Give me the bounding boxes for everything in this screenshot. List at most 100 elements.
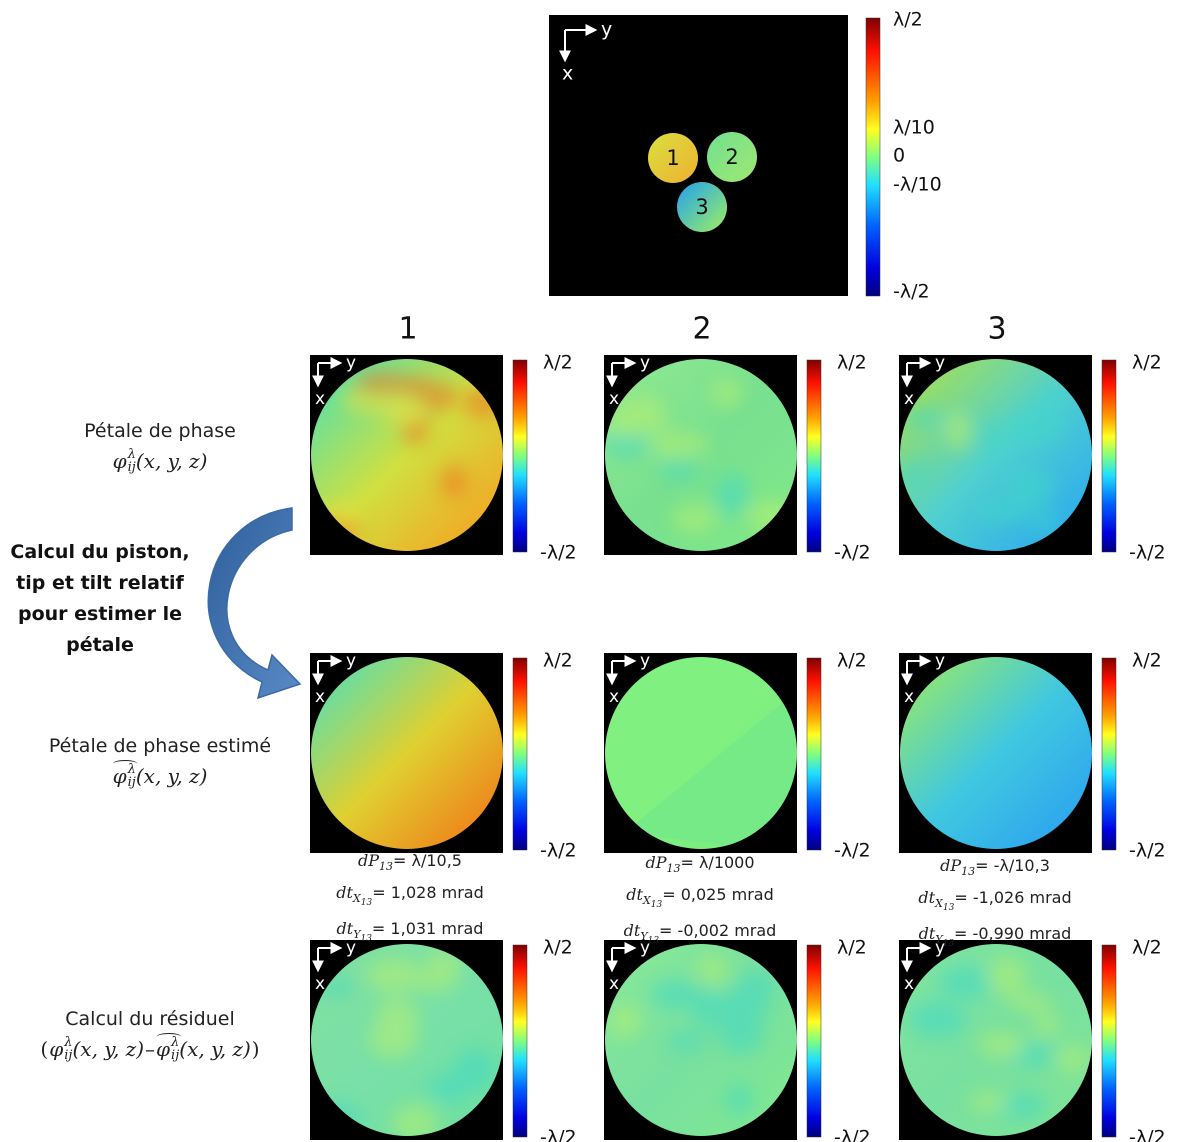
axis-label-x: x xyxy=(904,974,914,994)
formula-operator: ) xyxy=(251,1037,260,1061)
estimate-symbol: dt xyxy=(626,885,643,904)
column-header: 3 xyxy=(987,312,1006,347)
colorbar-label: -λ/2 xyxy=(1129,1127,1166,1142)
phase-blob xyxy=(427,1073,470,1103)
axis-label-y: y xyxy=(640,353,650,373)
petal xyxy=(707,132,757,182)
axis-label-x: x xyxy=(609,687,619,707)
estimate-line: dtX13= 1,028 mrad xyxy=(336,880,483,916)
formula-operator: – xyxy=(145,1037,155,1061)
phase-blob xyxy=(1032,1014,1060,1037)
phase-blob xyxy=(650,979,702,1010)
estimate-subscript: 13 xyxy=(961,865,976,878)
phase-blob xyxy=(671,503,717,533)
petal-label: 1 xyxy=(666,146,679,170)
formula-superscript: λ xyxy=(64,1035,73,1050)
estimate-subscript: X13 xyxy=(642,894,663,910)
process-text-line: tip et tilt relatif xyxy=(16,572,184,594)
colorbar-label: -λ/2 xyxy=(834,1127,871,1142)
phase-blob xyxy=(1054,1045,1091,1072)
formula-scripts: λ ij xyxy=(128,763,136,789)
formula-head: φ λ ij xyxy=(49,1036,72,1062)
formula-args: (x, y, z) xyxy=(72,1037,145,1061)
estimate-symbol: dt xyxy=(918,924,936,943)
phase-blob xyxy=(908,1000,966,1038)
axis-label-y: y xyxy=(601,19,612,41)
row-label: Pétale de phase xyxy=(84,420,236,442)
estimate-symbol: dt xyxy=(336,919,354,938)
colorbar xyxy=(512,944,528,1138)
estimate-line: dtX13= -1,026 mrad xyxy=(918,885,1071,921)
colorbar-label: -λ/10 xyxy=(893,174,942,196)
formula-term: φ λ ij (x, y, z) xyxy=(49,1036,144,1062)
phase-texture xyxy=(609,954,775,1116)
colorbar-label: λ/2 xyxy=(543,937,573,959)
formula-term: φ λ ij (x, y, z) xyxy=(156,1033,251,1063)
formula-args: (x, y, z) xyxy=(135,449,208,473)
colorbar-label: λ/2 xyxy=(837,352,867,374)
phase-disk xyxy=(900,657,1092,849)
phase-blob xyxy=(968,1092,1009,1112)
phase-blob xyxy=(366,958,423,993)
formula-term: φ λ ij (x, y, z) xyxy=(113,448,208,474)
phase-blob xyxy=(1007,409,1065,446)
axis-label-x: x xyxy=(904,687,914,707)
formula-subscript: ij xyxy=(127,460,136,475)
axis-label-x: x xyxy=(904,389,914,409)
formula-superscript: λ xyxy=(127,447,136,462)
colorbar xyxy=(512,657,528,851)
phase-blob xyxy=(726,1084,752,1116)
formula-args: (x, y, z) xyxy=(179,1037,251,1061)
colorbar-label: 0 xyxy=(893,145,905,167)
phase-blob xyxy=(900,462,928,490)
axis-label-x: x xyxy=(562,63,573,85)
phase-blob xyxy=(440,466,468,497)
colorbar-label: -λ/2 xyxy=(1129,840,1166,862)
estimate-symbol: dt xyxy=(918,888,936,907)
estimate-subscript: 13 xyxy=(666,862,681,875)
colorbar-label: λ/2 xyxy=(543,650,573,672)
estimate-subsubscript: 13 xyxy=(360,934,372,944)
estimate-subscript: X13 xyxy=(935,897,955,913)
phase-blob xyxy=(715,473,749,517)
estimate-value: = -0,002 mrad xyxy=(659,921,777,940)
colorbar-label: λ/10 xyxy=(893,117,935,139)
phase-blob xyxy=(975,501,1030,522)
estimate-block: dP13= λ/10,5 dtX13= 1,028 mrad dtY13= 1,03… xyxy=(336,848,483,952)
formula-head: φ λ ij xyxy=(156,1033,182,1063)
estimate-subsubscript: 13 xyxy=(360,898,373,908)
petal xyxy=(648,133,698,183)
estimate-line: dP13= -λ/10,3 xyxy=(918,853,1071,885)
estimate-line: dtY13= -0,002 mrad xyxy=(624,918,777,954)
colorbar-label: λ/2 xyxy=(893,9,923,31)
formula-args: (x, y, z) xyxy=(135,764,208,788)
estimate-value: = 0,025 mrad xyxy=(662,885,774,904)
estimate-symbol: dt xyxy=(336,883,353,902)
process-text-line: pour estimer le xyxy=(17,603,183,625)
estimate-value: = -1,026 mrad xyxy=(954,888,1072,907)
phase-blob xyxy=(409,970,458,992)
overview-image xyxy=(549,15,848,296)
process-text: Calcul du piston, tip et tilt relatif pour… xyxy=(10,537,189,661)
phase-blob xyxy=(379,396,426,424)
colorbar-label: -λ/2 xyxy=(834,840,871,862)
phase-blob xyxy=(980,421,1006,460)
phase-blob xyxy=(737,971,775,1000)
phase-texture xyxy=(900,389,1065,531)
estimate-line: dtY13= 1,031 mrad xyxy=(336,916,484,952)
phase-blob xyxy=(368,1020,419,1059)
phase-blob xyxy=(1006,468,1055,509)
axis-label-x: x xyxy=(609,389,619,409)
process-text-line: Calcul du piston, xyxy=(10,541,190,563)
formula-subscript: ij xyxy=(171,1048,180,1063)
colorbar xyxy=(512,359,528,553)
estimate-value: = -λ/10,3 xyxy=(975,856,1050,875)
estimate-symbol: dP xyxy=(357,851,380,870)
process-arrow xyxy=(207,507,302,700)
petal-label: 3 xyxy=(695,195,708,219)
colorbar-label: -λ/2 xyxy=(834,542,871,564)
phase-blob xyxy=(413,382,458,412)
colorbar-label: λ/2 xyxy=(1132,352,1162,374)
colorbar xyxy=(806,657,822,851)
